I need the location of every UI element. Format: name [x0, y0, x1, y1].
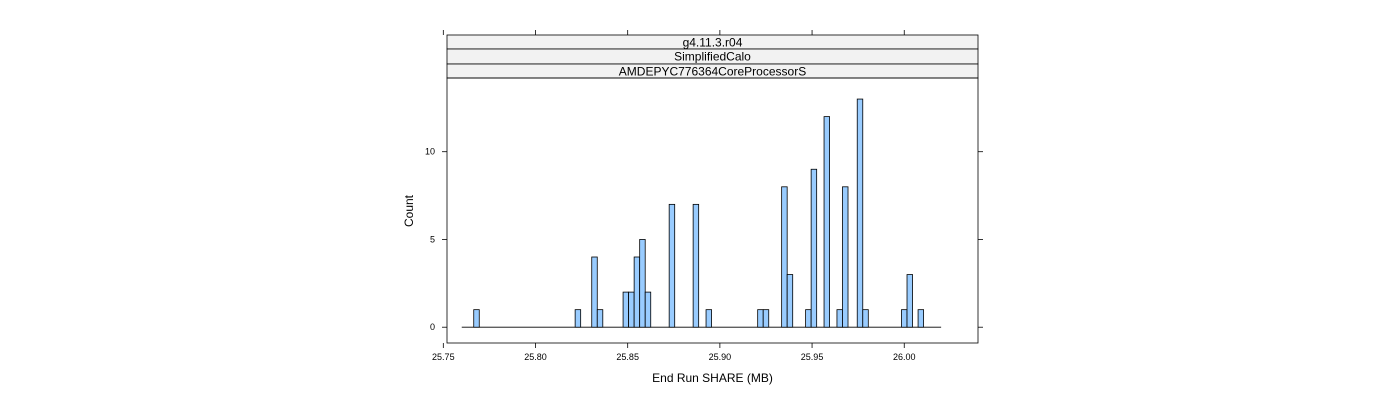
histogram-bar — [781, 186, 788, 328]
strip-label-1: g4.11.3.r04 — [683, 36, 743, 50]
histogram-bar — [628, 291, 635, 328]
plot-panel — [446, 77, 979, 344]
histogram-bar — [596, 309, 604, 328]
histogram-bar — [692, 203, 700, 328]
y-axis: 0 5 10 — [425, 147, 983, 332]
histogram-bar — [591, 256, 598, 328]
histogram-bar — [842, 186, 849, 328]
histogram-bar — [901, 309, 908, 328]
x-tick-label: 25.95 — [801, 352, 824, 362]
histogram-bar — [644, 291, 652, 328]
x-tick-label: 25.80 — [524, 352, 547, 362]
y-tick-label: 0 — [430, 322, 435, 332]
histogram-bar — [668, 203, 676, 328]
histogram-bar — [633, 256, 641, 328]
histogram-bar — [639, 239, 646, 328]
histogram-bar — [836, 309, 843, 328]
strip-label-3: AMDEPYC776364CoreProcessorS — [619, 65, 806, 79]
y-tick-label: 10 — [425, 147, 435, 157]
histogram-bar — [757, 309, 764, 328]
x-tick-label: 25.85 — [616, 352, 639, 362]
y-tick-label: 5 — [430, 234, 435, 244]
x-tick-label: 25.90 — [709, 352, 732, 362]
histogram-bar — [786, 274, 794, 328]
histogram-bar — [856, 98, 864, 328]
histogram-bar — [622, 291, 630, 328]
bars — [461, 98, 942, 328]
strip-group: g4.11.3.r04 SimplifiedCalo AMDEPYC776364… — [446, 34, 979, 79]
x-tick-label: 26.00 — [893, 352, 916, 362]
histogram-bar — [917, 309, 925, 328]
histogram-bar — [862, 309, 869, 328]
x-axis: 25.75 25.80 25.85 25.90 25.95 26.00 — [432, 30, 916, 362]
histogram-bar — [810, 168, 818, 328]
x-axis-title: End Run SHARE (MB) — [652, 371, 773, 385]
histogram-bar — [823, 116, 830, 328]
histogram-bar — [762, 309, 770, 328]
y-axis-title: Count — [402, 194, 416, 227]
histogram-bar — [574, 309, 582, 328]
histogram-bar — [473, 309, 480, 328]
strip-label-2: SimplifiedCalo — [674, 50, 751, 64]
x-tick-label: 25.75 — [432, 352, 455, 362]
histogram-bar — [705, 309, 712, 328]
histogram-bar — [906, 274, 913, 328]
histogram-bar — [805, 309, 812, 328]
